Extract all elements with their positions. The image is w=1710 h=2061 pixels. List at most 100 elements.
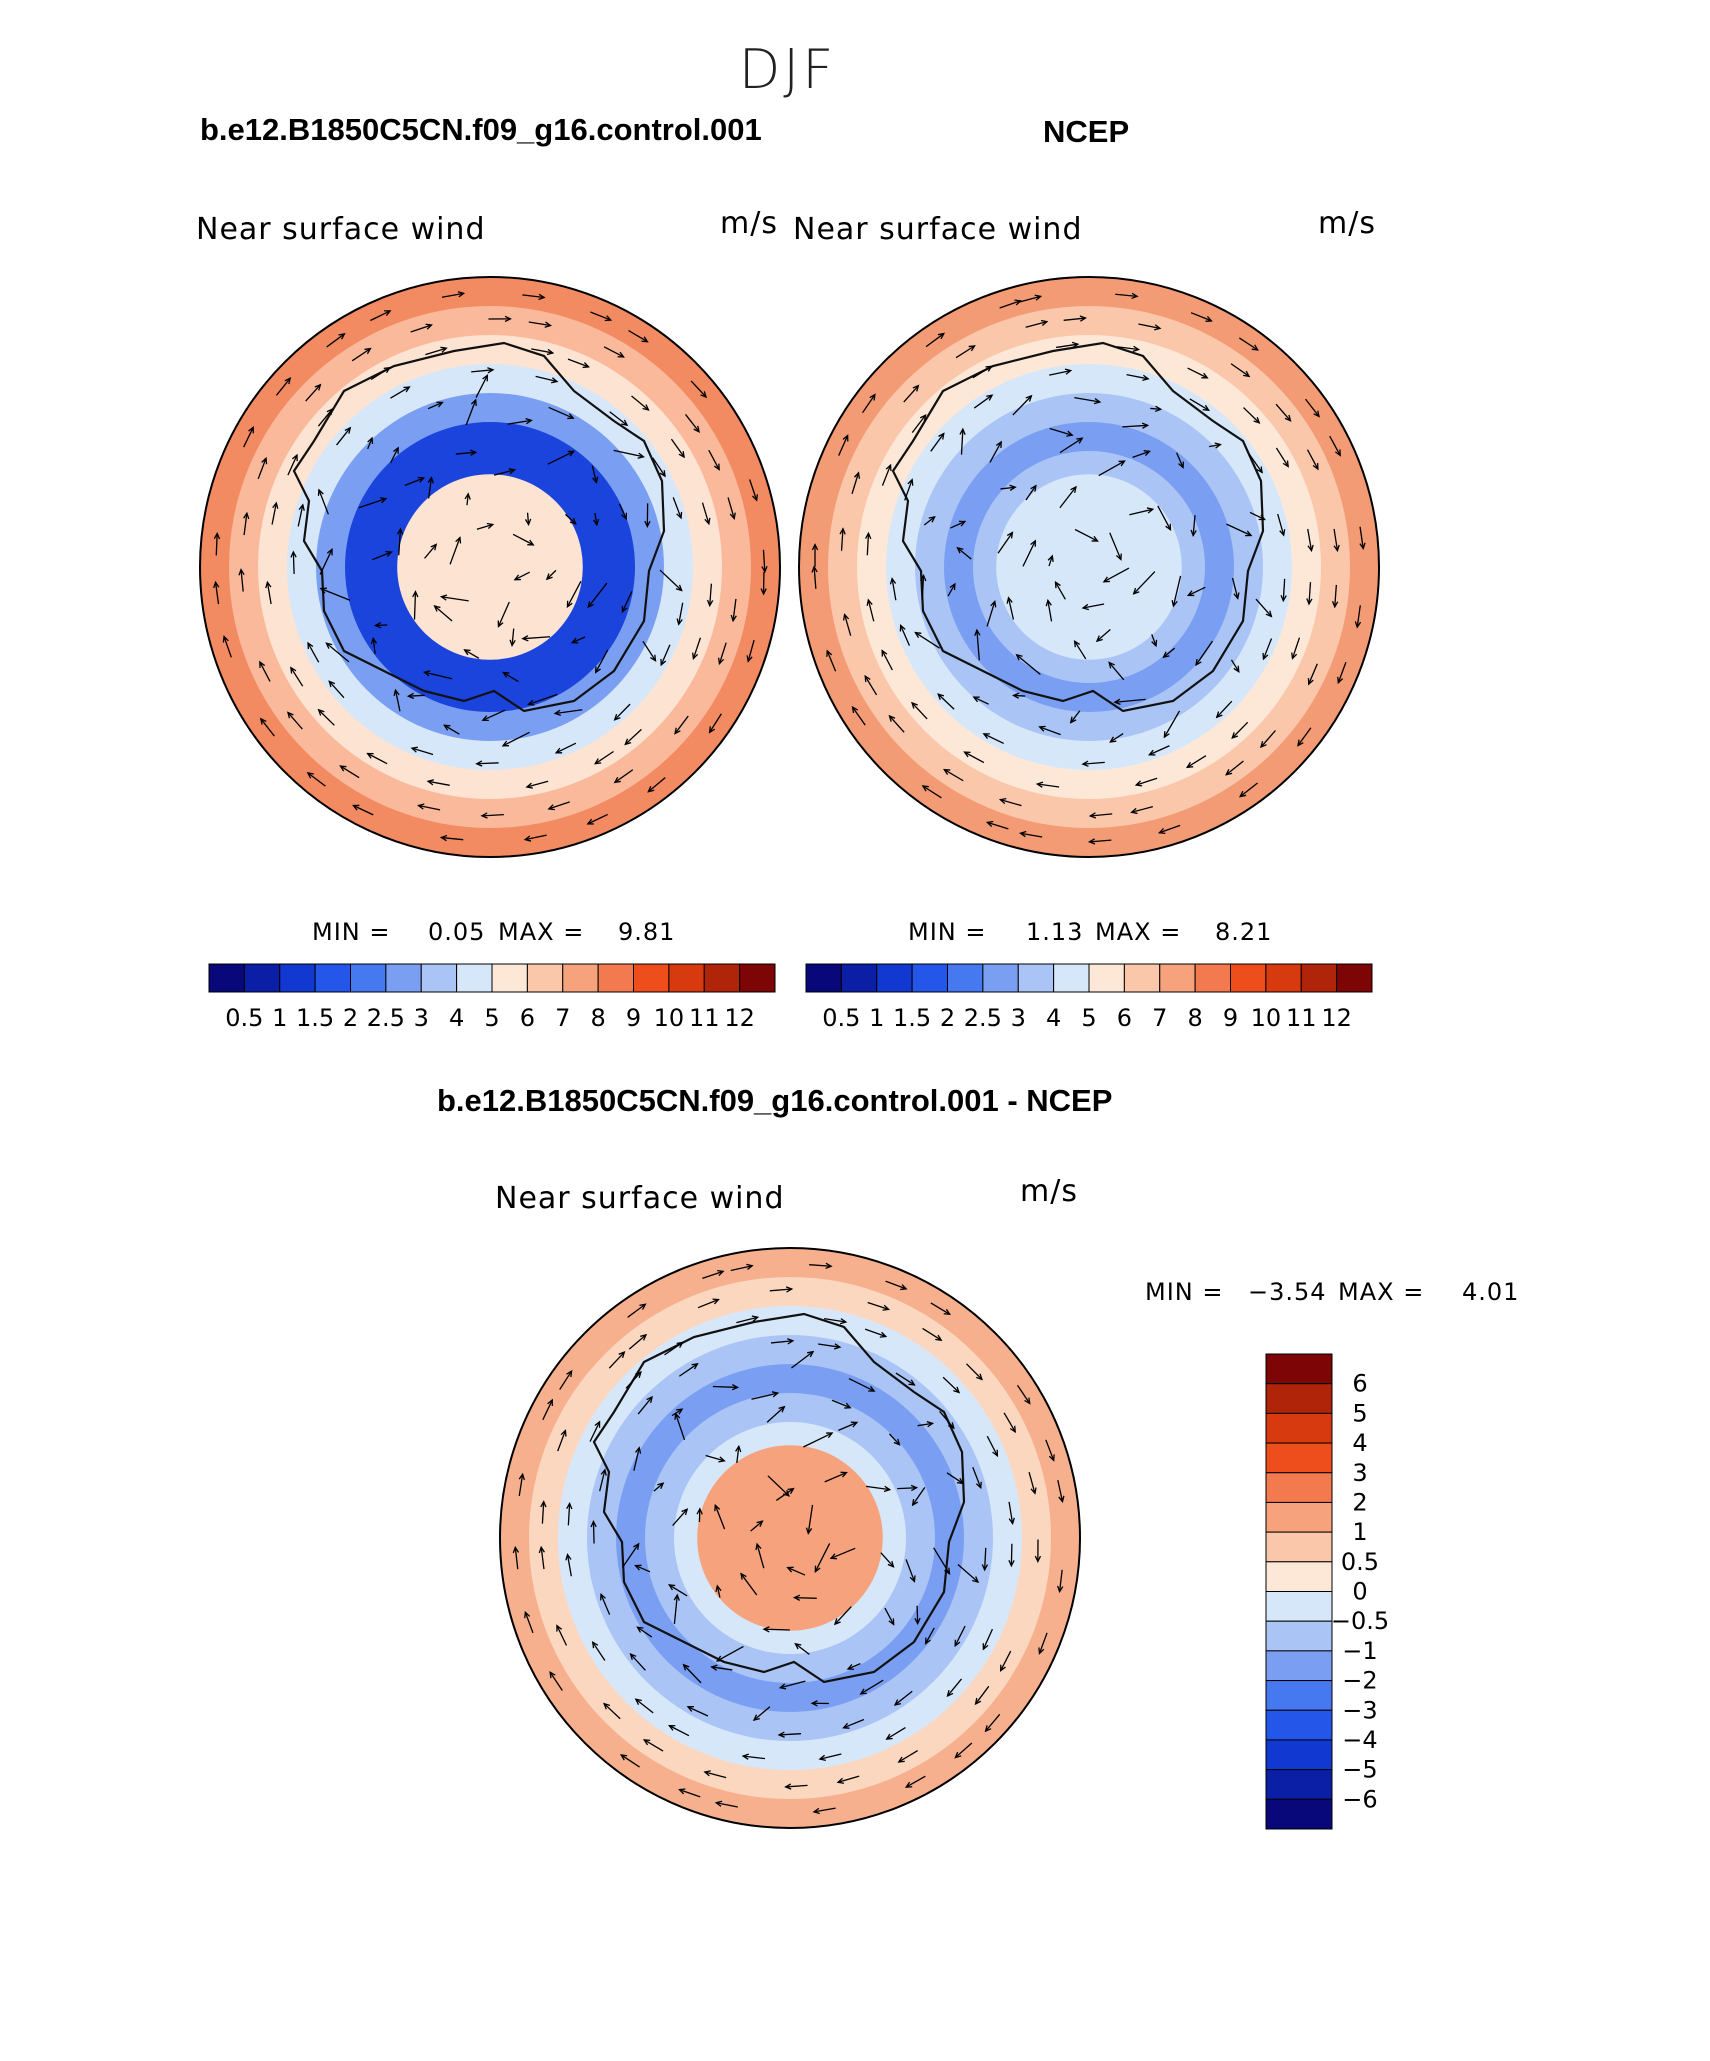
wind-vector-head bbox=[642, 1739, 651, 1746]
wind-vector-head bbox=[509, 639, 516, 647]
wind-vector bbox=[637, 1626, 653, 1638]
wind-vector bbox=[897, 1487, 917, 1490]
colorbar-tick-label: 6 bbox=[1352, 1370, 1367, 1398]
wind-vector-head bbox=[594, 666, 601, 674]
wind-vector bbox=[587, 582, 608, 608]
wind-vector bbox=[704, 1771, 727, 1779]
wind-vector-head bbox=[784, 1783, 792, 1790]
obs-min-value: 1.13 bbox=[1026, 918, 1084, 946]
wind-vector bbox=[674, 715, 689, 734]
wind-vector bbox=[794, 1643, 810, 1655]
diff-units-label: m/s bbox=[1020, 1174, 1078, 1209]
wind-vector-head bbox=[992, 1449, 999, 1458]
wind-vector bbox=[803, 1432, 833, 1448]
wind-vector bbox=[408, 694, 425, 697]
wind-vector bbox=[643, 1739, 664, 1752]
colorbar-box bbox=[1265, 1472, 1333, 1503]
colorbar-tick-label: 4 bbox=[1046, 1004, 1061, 1032]
colorbar-tick-label: 4 bbox=[449, 1004, 464, 1032]
wind-vector-head bbox=[619, 1754, 628, 1761]
wind-vector-head bbox=[787, 1338, 795, 1345]
wind-vector bbox=[635, 1564, 651, 1573]
wind-vector bbox=[493, 469, 515, 476]
wind-vector bbox=[687, 1706, 709, 1717]
wind-vector-head bbox=[920, 573, 927, 582]
wind-vector bbox=[340, 765, 360, 779]
wind-vector bbox=[679, 1789, 701, 1798]
wind-vector-head bbox=[1034, 1555, 1042, 1563]
wind-vector bbox=[394, 690, 401, 712]
wind-vector bbox=[621, 591, 633, 612]
wind-vector bbox=[214, 582, 220, 605]
wind-vector-head bbox=[676, 1341, 684, 1348]
wind-vector bbox=[727, 497, 735, 519]
wind-vector-head bbox=[393, 446, 399, 454]
wind-vector bbox=[476, 523, 493, 530]
wind-vector-head bbox=[1163, 731, 1170, 739]
colorbar-box bbox=[385, 963, 422, 993]
wind-vector bbox=[589, 1421, 601, 1442]
wind-vector bbox=[497, 601, 510, 627]
wind-vector bbox=[1025, 485, 1037, 501]
wind-vector bbox=[678, 1363, 698, 1377]
wind-vector bbox=[985, 1713, 1001, 1732]
wind-vector bbox=[1176, 452, 1184, 468]
wind-vector-head bbox=[805, 1527, 813, 1535]
wind-vector bbox=[358, 497, 387, 509]
colorbar-box bbox=[840, 963, 878, 993]
antarctica-coastline bbox=[592, 1312, 966, 1684]
diff-max-label: MAX = bbox=[1338, 1278, 1425, 1306]
wind-vector-head bbox=[546, 348, 555, 356]
wind-vector-head bbox=[567, 413, 575, 420]
wind-vector bbox=[464, 649, 480, 659]
wind-vector-head bbox=[482, 374, 489, 382]
wind-vector bbox=[266, 582, 272, 605]
wind-vector bbox=[297, 504, 304, 527]
colorbar-tick-label: 9 bbox=[1223, 1004, 1238, 1032]
wind-vector-head bbox=[1251, 344, 1259, 351]
wind-vector-head bbox=[976, 1373, 984, 1381]
wind-vector bbox=[843, 614, 852, 636]
wind-vector-head bbox=[868, 1385, 876, 1392]
wind-vector bbox=[1329, 435, 1341, 456]
wind-vector bbox=[625, 1371, 642, 1389]
wind-vector bbox=[1238, 337, 1259, 351]
wind-vector bbox=[592, 1521, 595, 1544]
wind-vector-head bbox=[899, 624, 906, 632]
wind-vector-head bbox=[457, 291, 466, 298]
colorbar-tick-label: 0 bbox=[1352, 1578, 1367, 1606]
wind-vector-head bbox=[1058, 1495, 1065, 1504]
wind-vector bbox=[881, 650, 893, 671]
wind-vector bbox=[1231, 577, 1239, 599]
colorbar-box bbox=[911, 963, 948, 993]
map-boundary bbox=[798, 276, 1380, 858]
wind-vector bbox=[628, 1334, 647, 1350]
wind-vector-head bbox=[1284, 414, 1292, 422]
wind-vector bbox=[1230, 659, 1240, 673]
wind-vector bbox=[685, 414, 700, 433]
wind-vector-head bbox=[814, 1565, 821, 1573]
wind-vector-head bbox=[504, 315, 512, 323]
wind-vector bbox=[838, 435, 849, 456]
wind-vector bbox=[716, 1802, 738, 1808]
wind-vector-head bbox=[640, 1333, 648, 1341]
colorbar-tick-label: 2 bbox=[343, 1004, 358, 1032]
wind-vector-head bbox=[366, 752, 374, 759]
wind-vector bbox=[916, 1605, 919, 1624]
wind-vector bbox=[1039, 726, 1061, 736]
wind-vector bbox=[1025, 320, 1048, 328]
wind-vector-head bbox=[1233, 665, 1240, 673]
wind-vector-head bbox=[525, 417, 533, 425]
wind-vector bbox=[631, 395, 649, 411]
wind-vector-head bbox=[1006, 531, 1014, 539]
colorbar-box bbox=[1088, 963, 1125, 993]
wind-vector bbox=[372, 638, 376, 654]
wind-vector-head bbox=[307, 641, 314, 650]
wind-vector-head bbox=[1130, 807, 1138, 815]
wind-vector-head bbox=[443, 724, 451, 731]
wind-vector bbox=[370, 367, 391, 381]
wind-vector bbox=[434, 605, 453, 622]
wind-vector-head bbox=[885, 1733, 893, 1740]
wind-vector-head bbox=[1354, 621, 1362, 629]
wind-vector-head bbox=[866, 598, 873, 606]
